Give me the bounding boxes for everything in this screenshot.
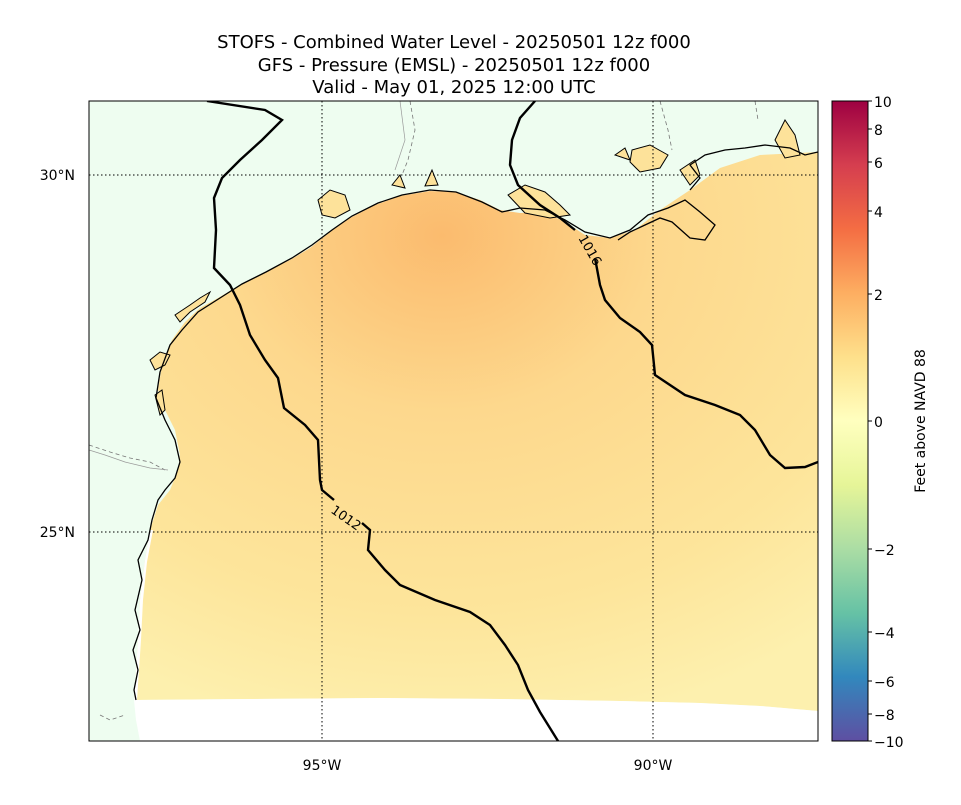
colorbar-tick-2: 2	[874, 288, 883, 304]
colorbar	[831, 100, 869, 742]
colorbar-tick-6: 6	[874, 156, 883, 172]
colorbar-tick-neg8: −8	[874, 708, 895, 724]
colorbar-tick-4: 4	[874, 205, 883, 221]
colorbar-tick-8: 8	[874, 123, 883, 139]
political-borders	[89, 101, 759, 721]
lat-label-30n: 30°N	[40, 168, 75, 184]
graticule	[89, 101, 818, 741]
lon-label-95w: 95°W	[303, 758, 342, 774]
colorbar-ticks	[868, 100, 872, 742]
title-line-2: GFS - Pressure (EMSL) - 20250501 12z f00…	[257, 54, 651, 76]
map-frame	[88, 100, 819, 742]
map-title: STOFS - Combined Water Level - 20250501 …	[89, 32, 819, 100]
no-data-area	[134, 698, 818, 741]
lon-label-90w: 90°W	[634, 758, 673, 774]
title-line-1: STOFS - Combined Water Level - 20250501 …	[217, 32, 691, 53]
colorbar-tick-neg2: −2	[874, 543, 895, 559]
isobar-1012	[206, 101, 560, 741]
colorbar-tick-neg6: −6	[874, 675, 895, 691]
colorbar-tick-10: 10	[874, 95, 892, 111]
water-level-field	[134, 152, 818, 711]
colorbar-tick-0: 0	[874, 415, 883, 431]
coastal-gap	[134, 530, 153, 700]
rivers	[89, 101, 406, 471]
colorbar-label: Feet above NAVD 88	[913, 349, 929, 493]
colorbar-tick-neg4: −4	[874, 626, 895, 642]
colorbar-tick-neg10: −10	[874, 735, 904, 751]
lat-label-25n: 25°N	[40, 525, 75, 541]
title-line-3: Valid - May 01, 2025 12:00 UTC	[312, 77, 596, 98]
coastline-east	[689, 144, 818, 191]
coastal-bays	[149, 119, 801, 416]
